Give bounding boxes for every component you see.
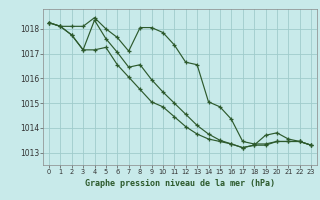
X-axis label: Graphe pression niveau de la mer (hPa): Graphe pression niveau de la mer (hPa) [85,179,275,188]
